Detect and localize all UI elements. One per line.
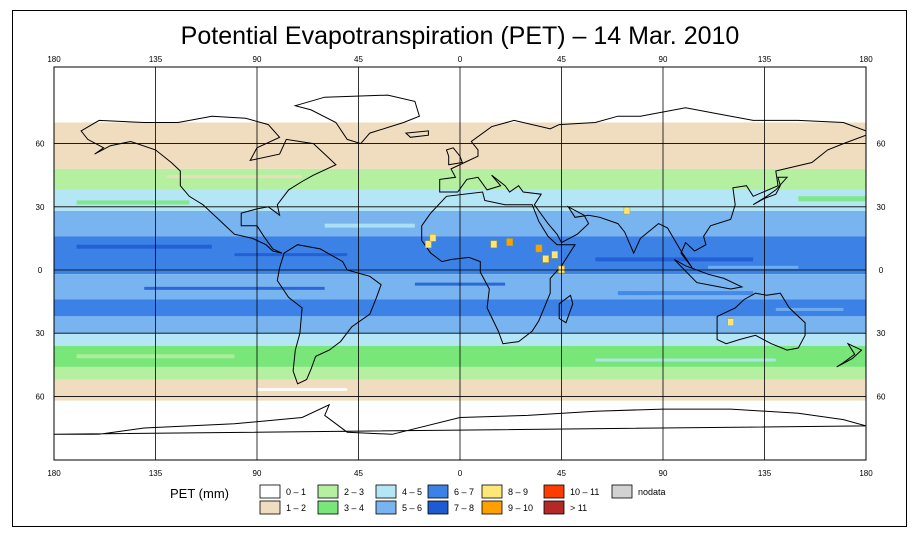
lat-tick-label: 30 bbox=[877, 203, 886, 212]
lat-tick-label: 60 bbox=[36, 392, 45, 401]
pet-band bbox=[324, 223, 415, 228]
legend-swatch bbox=[375, 484, 397, 499]
legend-swatch bbox=[375, 500, 397, 515]
pet-hotspot bbox=[425, 240, 432, 248]
pet-hotspot bbox=[551, 251, 558, 259]
lon-tick-label: 90 bbox=[659, 55, 668, 64]
land-south-america bbox=[276, 244, 382, 385]
lon-tick-label: 45 bbox=[354, 55, 363, 64]
pet-hotspot bbox=[490, 240, 498, 248]
pet-hotspot bbox=[506, 238, 513, 246]
pet-band bbox=[505, 181, 641, 185]
lon-tick-label: 180 bbox=[47, 469, 61, 478]
legend-item-label: 9 – 10 bbox=[508, 503, 533, 513]
map-title: Potential Evapotranspiration (PET) – 14 … bbox=[180, 22, 740, 50]
lat-tick-label: 60 bbox=[877, 392, 886, 401]
legend-item-label: 7 – 8 bbox=[454, 503, 474, 513]
pet-band bbox=[76, 244, 212, 249]
pet-band bbox=[76, 200, 190, 205]
pet-band bbox=[708, 265, 799, 269]
pet-band bbox=[775, 307, 844, 311]
pet-hotspot bbox=[623, 206, 631, 215]
land-europe-asia bbox=[439, 107, 866, 269]
lat-tick-label: 30 bbox=[36, 203, 45, 212]
legend-item-label: 0 – 1 bbox=[286, 487, 306, 497]
legend-swatch bbox=[543, 500, 565, 515]
pet-band bbox=[257, 387, 348, 391]
lon-tick-label: 45 bbox=[557, 55, 566, 64]
lon-tick-label: 135 bbox=[149, 55, 163, 64]
legend: PET (mm) 0 – 1 1 – 2 2 – 3 3 – 4 4 – 5 5 – 6 6 … bbox=[170, 484, 666, 515]
legend-swatch bbox=[317, 500, 339, 515]
lat-tick-label: 0 bbox=[879, 266, 884, 275]
map-grid bbox=[54, 67, 866, 460]
lat-tick-label: 30 bbox=[877, 329, 886, 338]
legend-swatch bbox=[543, 484, 565, 499]
legend-item-label: > 11 bbox=[570, 503, 587, 513]
legend-swatch bbox=[427, 484, 449, 499]
lon-tick-label: 135 bbox=[149, 469, 163, 478]
land-japan bbox=[752, 176, 789, 206]
land-greenland bbox=[293, 94, 421, 145]
land-iceland bbox=[404, 130, 429, 138]
pet-band bbox=[798, 196, 866, 202]
legend-item-label: 5 – 6 bbox=[402, 503, 422, 513]
land-britain bbox=[445, 147, 463, 166]
legend-item-label: 8 – 9 bbox=[508, 487, 528, 497]
lon-tick-label: 45 bbox=[557, 469, 566, 478]
legend-swatch bbox=[611, 484, 633, 499]
legend-item-label: 1 – 2 bbox=[286, 503, 306, 513]
legend-swatch bbox=[481, 484, 503, 499]
pet-hotspot bbox=[727, 318, 734, 326]
lon-tick-label: 135 bbox=[758, 469, 772, 478]
legend-item-label: 2 – 3 bbox=[344, 487, 364, 497]
pet-band bbox=[166, 175, 303, 179]
pet-band bbox=[617, 291, 754, 296]
land-australia bbox=[716, 292, 806, 351]
lon-tick-label: 135 bbox=[758, 55, 772, 64]
pet-band bbox=[234, 253, 348, 257]
pet-hotspot bbox=[542, 255, 549, 263]
lon-tick-label: 180 bbox=[47, 55, 61, 64]
pet-hotspot bbox=[429, 234, 437, 242]
lon-tick-label: 45 bbox=[354, 469, 363, 478]
legend-item-label: 6 – 7 bbox=[454, 487, 474, 497]
legend-swatch bbox=[427, 500, 449, 515]
land-new-zealand bbox=[836, 342, 863, 368]
legend-item-label: nodata bbox=[638, 487, 666, 497]
pet-hotspot bbox=[535, 244, 543, 253]
pet-band bbox=[144, 286, 325, 290]
legend-swatch bbox=[481, 500, 503, 515]
land-north-america bbox=[80, 115, 337, 254]
legend-swatch bbox=[317, 484, 339, 499]
tick-labels: 180 180 135 135 90 90 45 45 0 0 45 45 90 90 135 135 180 1… bbox=[36, 55, 886, 478]
legend-item-label: 4 – 5 bbox=[402, 487, 422, 497]
lon-tick-label: 180 bbox=[859, 55, 873, 64]
legend-label: PET (mm) bbox=[170, 486, 229, 501]
lon-tick-label: 90 bbox=[253, 55, 262, 64]
land-madagascar bbox=[558, 294, 574, 324]
lat-tick-label: 60 bbox=[877, 140, 886, 149]
lat-tick-label: 0 bbox=[38, 266, 43, 275]
pet-band bbox=[595, 358, 776, 362]
lon-tick-label: 90 bbox=[253, 469, 262, 478]
land-indonesia bbox=[673, 259, 744, 290]
lon-tick-label: 180 bbox=[859, 469, 873, 478]
lat-tick-label: 30 bbox=[36, 329, 45, 338]
lon-tick-label: 0 bbox=[458, 55, 463, 64]
pet-band bbox=[595, 257, 754, 262]
lat-tick-label: 60 bbox=[36, 140, 45, 149]
legend-swatch bbox=[259, 500, 281, 515]
legend-swatch bbox=[259, 484, 281, 499]
lon-tick-label: 90 bbox=[659, 469, 668, 478]
lon-tick-label: 0 bbox=[458, 469, 463, 478]
map-border bbox=[53, 66, 867, 461]
land-africa bbox=[421, 191, 576, 345]
legend-item-label: 10 – 11 bbox=[570, 487, 599, 497]
legend-item-label: 3 – 4 bbox=[344, 503, 364, 513]
